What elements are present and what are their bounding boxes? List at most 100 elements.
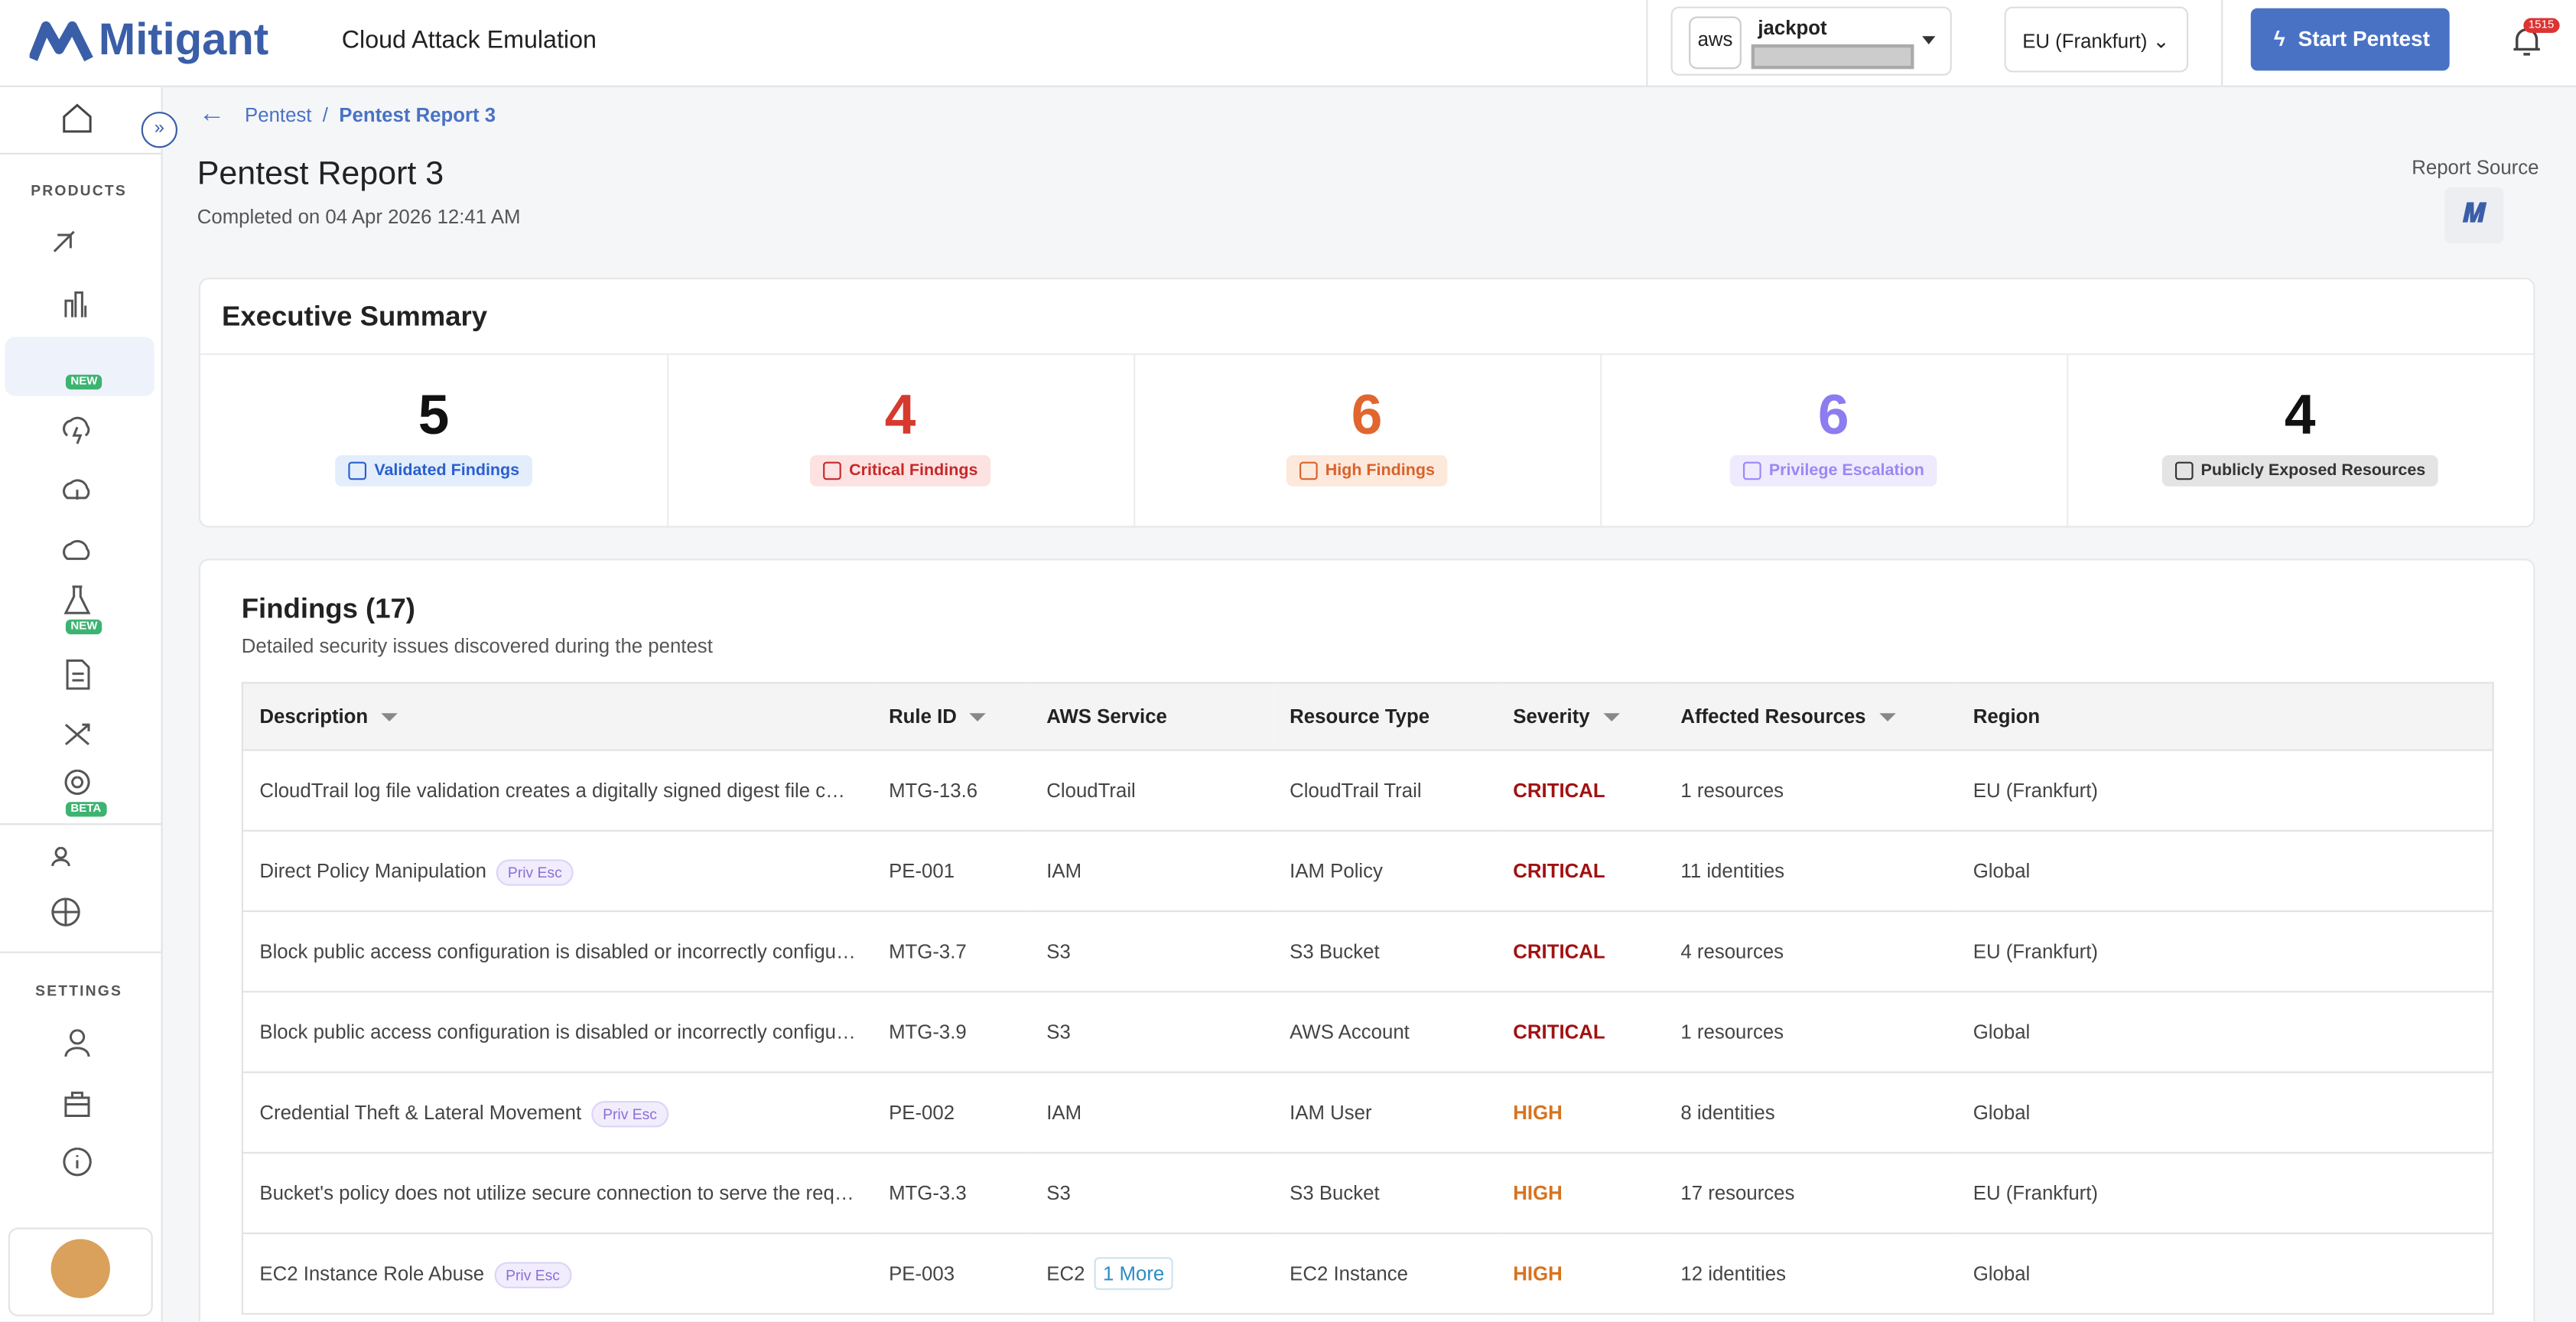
more-link[interactable]: 1 More (1094, 1257, 1173, 1291)
account-name: jackpot (1758, 16, 1827, 40)
resource-type: AWS Account (1273, 992, 1497, 1073)
column-header[interactable]: Description (241, 682, 873, 751)
divider (200, 353, 2534, 355)
resource-type: S3 Bucket (1273, 911, 1497, 993)
product-name: Cloud Attack Emulation (341, 26, 597, 54)
sort-arrow (1602, 713, 1620, 722)
badge: NEW (65, 374, 102, 390)
card-label: Validated Findings (334, 454, 533, 487)
severity: CRITICAL (1496, 911, 1664, 993)
column-header[interactable]: Affected Resources (1664, 682, 1957, 751)
card-label: Privilege Escalation (1729, 454, 1938, 487)
affected-resources: 1 resources (1664, 750, 1957, 832)
nav-icon[interactable] (59, 764, 95, 800)
finding-row[interactable]: Block public access configuration is dis… (241, 911, 2494, 993)
summary-card: 6 Privilege Escalation (1600, 354, 2069, 526)
back-arrow[interactable]: ← (198, 100, 226, 129)
finding-row[interactable]: Bucket's policy does not utilize secure … (241, 1152, 2494, 1235)
resource-type: EC2 Instance (1273, 1233, 1497, 1315)
description: EC2 Instance Role Abuse (259, 1262, 485, 1285)
region: Global (1956, 830, 2494, 913)
nav-icon[interactable] (47, 835, 83, 871)
tag: Priv Esc (496, 859, 574, 886)
aws-service: S3 (1046, 1020, 1071, 1044)
summary-card: 5 Validated Findings (200, 354, 669, 526)
column-title: Description (259, 705, 369, 728)
cell: S3 (1029, 1152, 1273, 1235)
resource-type: IAM User (1273, 1072, 1497, 1154)
account-selector[interactable]: aws jackpot (1670, 6, 1952, 76)
badge: NEW (65, 619, 102, 635)
column-header[interactable]: Severity (1496, 682, 1664, 751)
column-header[interactable]: Rule ID (872, 682, 1030, 751)
affected-resources: 11 identities (1664, 830, 1957, 913)
nav-icon[interactable] (59, 717, 95, 753)
rule-id: MTG-3.3 (872, 1152, 1030, 1235)
nav-icon[interactable] (59, 286, 95, 322)
notification-count: 1515 (2523, 18, 2559, 33)
region: EU (Frankfurt) (1956, 1152, 2494, 1235)
breadcrumb: ← Pentest / Pentest Report 3 (198, 100, 496, 129)
finding-row[interactable]: Credential Theft & Lateral Movement Priv … (241, 1072, 2494, 1154)
region: EU (Frankfurt) (1956, 750, 2494, 832)
description: CloudTrail log file validation creates a… (259, 780, 856, 803)
nav-icon[interactable] (59, 1024, 95, 1060)
logo (29, 21, 93, 62)
bolt-icon: ϟ (2273, 26, 2285, 51)
nav-icon[interactable] (59, 656, 95, 692)
divider (0, 951, 161, 953)
section-subtitle: Detailed security issues discovered duri… (241, 634, 713, 658)
home-icon[interactable] (59, 100, 95, 136)
region: Global (1956, 992, 2494, 1073)
avatar[interactable] (8, 1227, 153, 1317)
breadcrumb-link[interactable]: Pentest (245, 103, 312, 127)
aws-service: S3 (1046, 1181, 1071, 1205)
findings-table: Description Rule ID AWS Service Resource Ty… (241, 682, 2494, 1315)
finding-row[interactable]: EC2 Instance Role Abuse Priv Esc PE-003 EC2… (241, 1233, 2494, 1315)
nav-icon[interactable] (59, 474, 95, 510)
column-header: Resource Type (1273, 682, 1497, 751)
cell: Bucket's policy does not utilize secure … (241, 1152, 873, 1235)
aws-service: IAM (1046, 1101, 1082, 1125)
region-selector[interactable]: EU (Frankfurt) ⌄ (2004, 6, 2189, 73)
nav-icon[interactable] (59, 1085, 95, 1121)
column-header: Region (1956, 682, 2494, 751)
card-label-text: Privilege Escalation (1768, 461, 1924, 480)
finding-row[interactable]: Direct Policy Manipulation Priv Esc PE-001… (241, 830, 2494, 913)
cell: Direct Policy Manipulation Priv Esc (241, 830, 873, 913)
affected-resources: 1 resources (1664, 992, 1957, 1073)
nav-icon[interactable] (47, 225, 83, 261)
nav-icon[interactable] (59, 534, 95, 570)
card-label: High Findings (1286, 454, 1449, 487)
expand-toggle[interactable]: » (141, 112, 177, 148)
brand: Mitigant (98, 15, 269, 64)
nav-icon[interactable] (59, 581, 95, 617)
column-title: Resource Type (1290, 705, 1430, 728)
card-value: 6 (1817, 384, 1849, 448)
cell: EC2 1 More (1029, 1233, 1273, 1315)
aws-service: IAM (1046, 859, 1082, 883)
sort-arrow (1878, 713, 1896, 722)
affected-resources: 8 identities (1664, 1072, 1957, 1154)
finding-row[interactable]: Block public access configuration is dis… (241, 992, 2494, 1073)
affected-resources: 17 resources (1664, 1152, 1957, 1235)
completed-date: Completed on 04 Apr 2026 12:41 AM (197, 205, 521, 229)
column-title: Rule ID (889, 705, 957, 728)
aws-service: EC2 (1046, 1262, 1085, 1285)
severity: CRITICAL (1496, 830, 1664, 913)
nav-icon[interactable] (59, 1144, 95, 1180)
region: Global (1956, 1233, 2494, 1315)
description: Block public access configuration is dis… (259, 1021, 857, 1044)
findings: Findings (17) Detailed security issues d… (198, 558, 2535, 1321)
description: Credential Theft & Lateral Movement (259, 1101, 582, 1125)
finding-row[interactable]: CloudTrail log file validation creates a… (241, 750, 2494, 832)
column-title: AWS Service (1046, 705, 1167, 728)
report-title: Pentest Report 3 (197, 156, 444, 193)
nav-icon[interactable] (47, 894, 83, 930)
nav-icon[interactable] (59, 411, 95, 447)
section-title: Findings (17) (241, 593, 415, 625)
card-icon (822, 461, 841, 480)
start-pentest-button[interactable]: ϟ Start Pentest (2250, 8, 2450, 71)
card-icon (347, 461, 366, 480)
